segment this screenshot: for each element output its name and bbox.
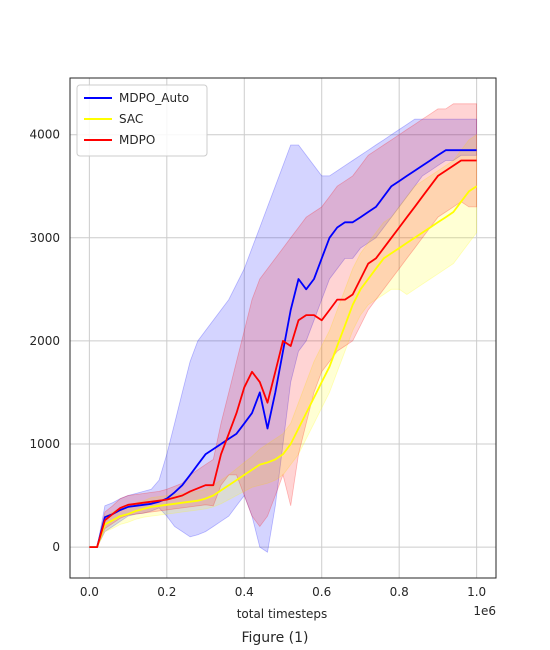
- sac-band: [89, 133, 478, 548]
- y-axis-ticks: 0 1000 2000 3000 4000: [29, 128, 60, 554]
- figure-caption: Figure (1): [241, 630, 308, 646]
- y-tick-label: 4000: [29, 128, 60, 142]
- x-axis-offset-label: 1e6: [473, 604, 496, 618]
- mdpo-auto-line: [89, 149, 477, 548]
- x-tick-label: 1.0: [467, 585, 486, 599]
- mdpo-line: [89, 159, 477, 548]
- grid: [70, 78, 496, 578]
- y-tick-label: 3000: [29, 231, 60, 245]
- y-tick-label: 0: [52, 540, 60, 554]
- x-tick-label: 0.2: [157, 585, 176, 599]
- legend: MDPO_Auto SAC MDPO: [76, 84, 208, 157]
- legend-box: [76, 84, 208, 157]
- legend-label-mdpo: MDPO: [119, 133, 155, 147]
- x-axis-title: total timesteps: [237, 607, 328, 621]
- legend-label-mdpo-auto: MDPO_Auto: [119, 91, 189, 105]
- y-tick-label: 1000: [29, 437, 60, 451]
- x-axis-ticks: 0.0 0.2 0.4 0.6 0.8 1.0: [80, 585, 486, 599]
- x-tick-label: 0.4: [235, 585, 254, 599]
- x-tick-label: 0.0: [80, 585, 99, 599]
- y-tick-label: 2000: [29, 334, 60, 348]
- series-lines: [89, 149, 478, 548]
- sac-line: [89, 185, 478, 548]
- confidence-bands: [89, 103, 478, 553]
- x-tick-label: 0.6: [312, 585, 331, 599]
- x-tick-label: 0.8: [390, 585, 409, 599]
- legend-label-sac: SAC: [119, 112, 143, 126]
- plot-frame: [69, 77, 497, 579]
- mdpo-auto-band: [89, 118, 478, 553]
- mdpo-band: [89, 103, 478, 548]
